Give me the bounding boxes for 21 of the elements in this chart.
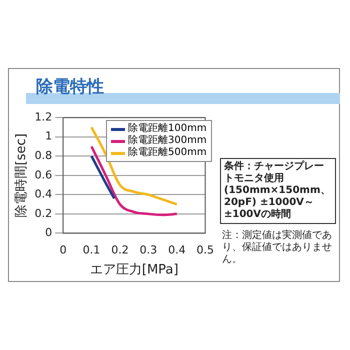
chart-title: 除電特性	[36, 76, 104, 98]
legend-label: 除電距離300mm	[128, 135, 207, 147]
x-tick-label: 0.4	[168, 244, 186, 257]
x-tick-label: 0.5	[196, 244, 214, 257]
text: 条件：チャージプレートモニタ使用 (150mm×150mm、20pF) ±1000V～±100Vの時間	[220, 158, 336, 224]
legend-label: 除電距離100mm	[128, 123, 207, 135]
text: 注：測定値は実測値であり、保証値ではありません。	[221, 230, 333, 266]
x-tick-label: 0.3	[140, 244, 158, 257]
x-tick-label: 0	[60, 244, 67, 257]
y-tick-label: 1.2	[34, 110, 52, 124]
y-tick-label: 0.2	[34, 206, 52, 220]
y-tick-label: 1	[45, 130, 52, 143]
y-tick-label: 0.4	[34, 188, 52, 201]
y-tick-label: 0.8	[34, 148, 52, 162]
y-tick-label: 0	[45, 226, 52, 240]
y-axis-title: 除電時間[sec]	[14, 133, 30, 218]
y-tick-label: 0.6	[34, 168, 52, 182]
x-tick-label: 0.2	[111, 244, 129, 257]
x-axis-title: エア圧力[MPa]	[90, 262, 178, 278]
legend-label: 除電距離500mm	[128, 147, 207, 159]
x-tick-label: 0.1	[82, 244, 100, 257]
